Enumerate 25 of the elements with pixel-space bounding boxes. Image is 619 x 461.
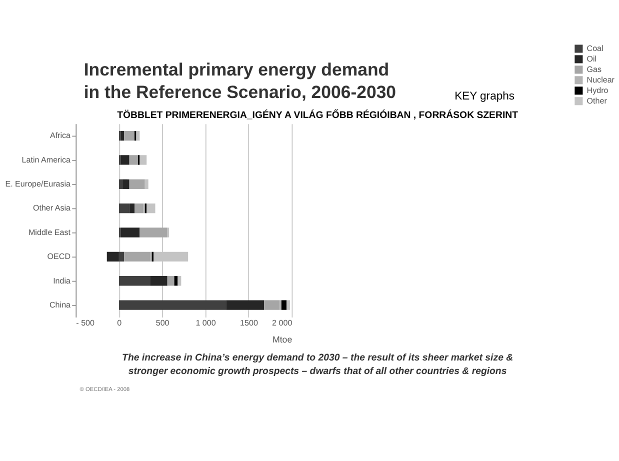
legend-label: Oil	[586, 54, 597, 64]
x-tick-label: 2 000	[272, 318, 293, 328]
y-tick-label: Middle East	[28, 228, 72, 237]
x-tick-label: 0	[117, 318, 122, 328]
text: TÖBBLET PRIMERENERGIA_IGÉNY A VILÁG FŐBB RÉGIÓIBAN , FORRÁSOK SZERINT	[117, 109, 518, 122]
y-tick-label: India	[53, 276, 72, 286]
text: The increase in China’s energy demand to 2030 – the result of its sheer market size & stronger economic growth prospects – dwarfs that of all other countries & regions	[122, 352, 514, 378]
legend-label: Hydro	[586, 86, 609, 96]
x-axis-title: Mtoe	[272, 334, 292, 345]
chart-title: Incremental primary energy demand in the Reference Scenario, 2006-2030	[84, 59, 396, 102]
text: KEY graphs	[454, 90, 515, 103]
y-tick-label: China	[49, 300, 72, 310]
x-tick-label: 1 000	[196, 318, 216, 328]
y-tick-label: OECD	[47, 252, 71, 262]
x-tick-label: 1500	[240, 318, 258, 328]
legend-label: Coal	[586, 44, 604, 54]
x-tick-label: - 500	[76, 318, 96, 328]
y-tick-label: E. Europe/Eurasia	[5, 180, 72, 189]
y-tick-label: Latin America	[22, 155, 72, 164]
x-tick-label: 500	[156, 318, 170, 328]
y-tick-label: Africa	[50, 131, 72, 140]
y-tick-label: Other Asia	[32, 204, 72, 213]
legend-label: Nuclear	[586, 76, 615, 85]
legend-label: Gas	[586, 65, 602, 74]
legend-label: Other	[586, 96, 608, 106]
